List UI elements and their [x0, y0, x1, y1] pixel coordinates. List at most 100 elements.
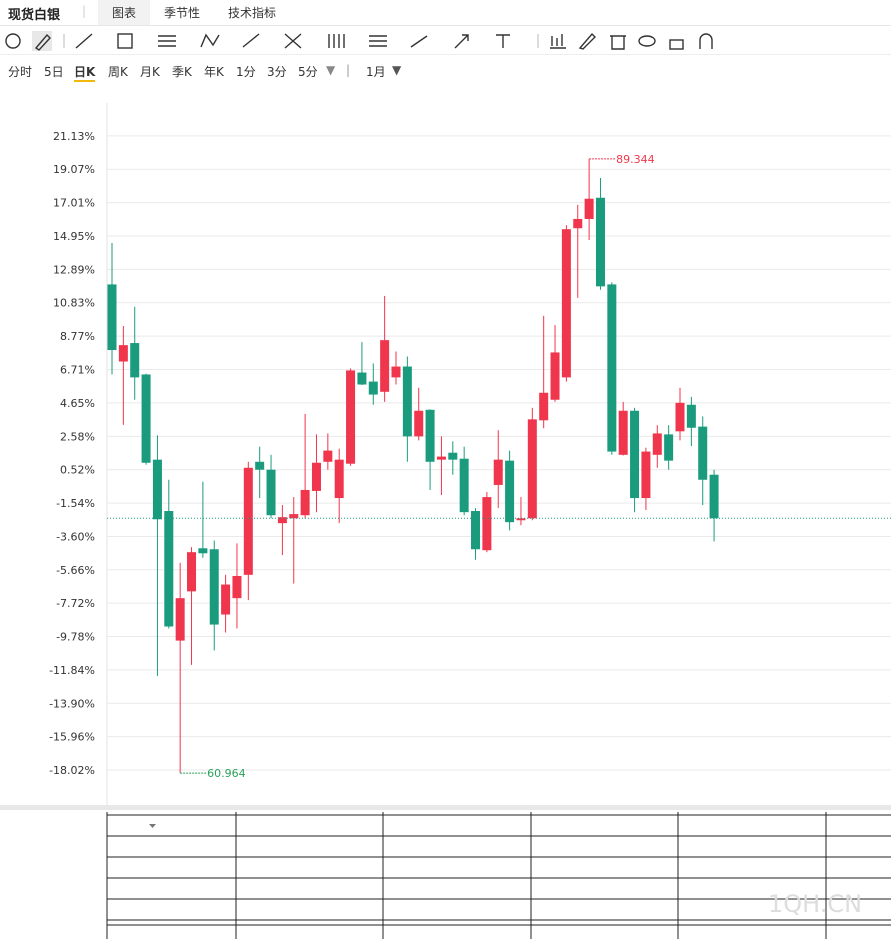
candle-body	[698, 426, 708, 480]
divider: |	[82, 4, 87, 18]
max-label: 89.344	[616, 153, 655, 166]
period[interactable]: 5日	[44, 65, 64, 79]
candle-body	[107, 284, 117, 351]
candle-body	[311, 462, 321, 491]
tab[interactable]: 技术指标	[228, 6, 277, 20]
candle-body	[277, 517, 287, 524]
y-tick-label: 21.13%	[53, 130, 95, 143]
y-tick-label: -3.60%	[56, 530, 95, 543]
period[interactable]: 季K	[172, 65, 192, 79]
candle-body	[266, 469, 276, 516]
period[interactable]: 分时	[8, 65, 33, 79]
candle-body	[709, 474, 719, 519]
y-tick-label: 2.58%	[60, 430, 95, 443]
candle-body	[471, 511, 481, 550]
candle-body	[652, 433, 662, 455]
y-tick-label: 19.07%	[53, 163, 95, 176]
y-tick-label: -1.54%	[56, 497, 95, 510]
candle-body	[550, 352, 560, 400]
sub-panel	[106, 812, 891, 939]
candle-body	[675, 402, 685, 432]
period-active[interactable]: 日K	[74, 63, 96, 82]
tool-icon[interactable]	[578, 32, 596, 50]
period[interactable]: 3分	[267, 65, 287, 79]
tool-icon[interactable]	[699, 33, 713, 49]
candle-body	[402, 366, 412, 437]
y-tick-label: 4.65%	[60, 397, 95, 410]
tab[interactable]: 图表	[112, 6, 137, 20]
candle-body	[436, 456, 446, 460]
tool-icon[interactable]	[328, 34, 345, 48]
y-tick-label: 17.01%	[53, 197, 95, 210]
toolbar	[0, 31, 891, 55]
tool-icon[interactable]	[117, 33, 133, 49]
candle-body	[368, 381, 378, 395]
candle-body	[493, 459, 503, 485]
dropdown[interactable]	[149, 824, 156, 828]
y-tick-label: -7.72%	[56, 597, 95, 610]
candle-body	[527, 419, 537, 519]
title: 现货白银	[8, 8, 61, 23]
candle-body	[323, 450, 333, 462]
y-tick-label: -15.96%	[49, 731, 95, 744]
period[interactable]: 5分	[298, 65, 318, 79]
dropdown[interactable]: ▼	[392, 63, 402, 77]
candle-body	[561, 229, 571, 378]
period[interactable]: 1月	[366, 65, 386, 79]
period[interactable]: 1分	[236, 65, 256, 79]
y-tick-label: 6.71%	[60, 363, 95, 376]
tool-icon[interactable]	[410, 35, 428, 48]
tab[interactable]: 季节性	[164, 6, 201, 20]
y-tick-label: -18.02%	[49, 764, 95, 777]
candle-body	[414, 410, 424, 437]
tool-icon[interactable]	[284, 33, 302, 49]
y-tick-label: 14.95%	[53, 230, 95, 243]
tool-icon[interactable]	[242, 33, 260, 48]
period-bar: 分时 5日 日K 周K 月K 季K 年K 1分 3分 5分 ▼ | 1月 ▼	[0, 58, 891, 84]
tool-icon[interactable]	[5, 33, 21, 49]
y-tick-label: 8.77%	[60, 330, 95, 343]
candle-body	[164, 511, 174, 627]
min-label: 60.964	[207, 767, 246, 780]
tab-active-bg	[98, 0, 150, 25]
candle-body	[152, 459, 162, 520]
candle-body	[289, 514, 299, 519]
tool-icon[interactable]	[638, 35, 656, 47]
candle-body	[221, 584, 231, 615]
watermark: 1QH.CN	[768, 890, 862, 918]
tool-icon[interactable]	[34, 33, 51, 51]
tool-icon[interactable]	[550, 34, 566, 49]
candle-body	[187, 552, 197, 592]
candle-body	[505, 460, 515, 523]
candle-body	[357, 372, 367, 385]
tool-icon[interactable]	[610, 35, 626, 50]
tool-icon[interactable]	[200, 33, 220, 48]
candle-body	[118, 345, 128, 362]
y-tick-label: -5.66%	[56, 564, 95, 577]
candle-body	[459, 458, 469, 513]
candle-body	[255, 461, 265, 470]
period[interactable]: 年K	[204, 65, 224, 79]
candle-body	[209, 549, 219, 625]
tool-icon[interactable]	[158, 35, 176, 47]
candle-body	[175, 598, 185, 641]
period[interactable]: 月K	[140, 65, 160, 79]
y-tick-label: 10.83%	[53, 297, 95, 310]
period[interactable]: 周K	[108, 65, 128, 79]
candle-body	[425, 409, 435, 462]
candle-body	[595, 197, 605, 287]
tool-icon[interactable]	[369, 35, 387, 47]
dropdown[interactable]: ▼	[326, 63, 336, 77]
y-tick-label: 0.52%	[60, 464, 95, 477]
candle-body	[482, 497, 492, 551]
candle-body	[516, 518, 526, 521]
candle-body	[686, 404, 696, 428]
y-tick-label: -11.84%	[49, 664, 95, 677]
tool-icon[interactable]	[669, 39, 684, 50]
candle-body	[232, 575, 242, 599]
tool-icon[interactable]	[496, 34, 510, 48]
tool-icon[interactable]	[75, 33, 93, 49]
tool-icon[interactable]	[454, 34, 469, 49]
candle-body	[630, 410, 640, 499]
